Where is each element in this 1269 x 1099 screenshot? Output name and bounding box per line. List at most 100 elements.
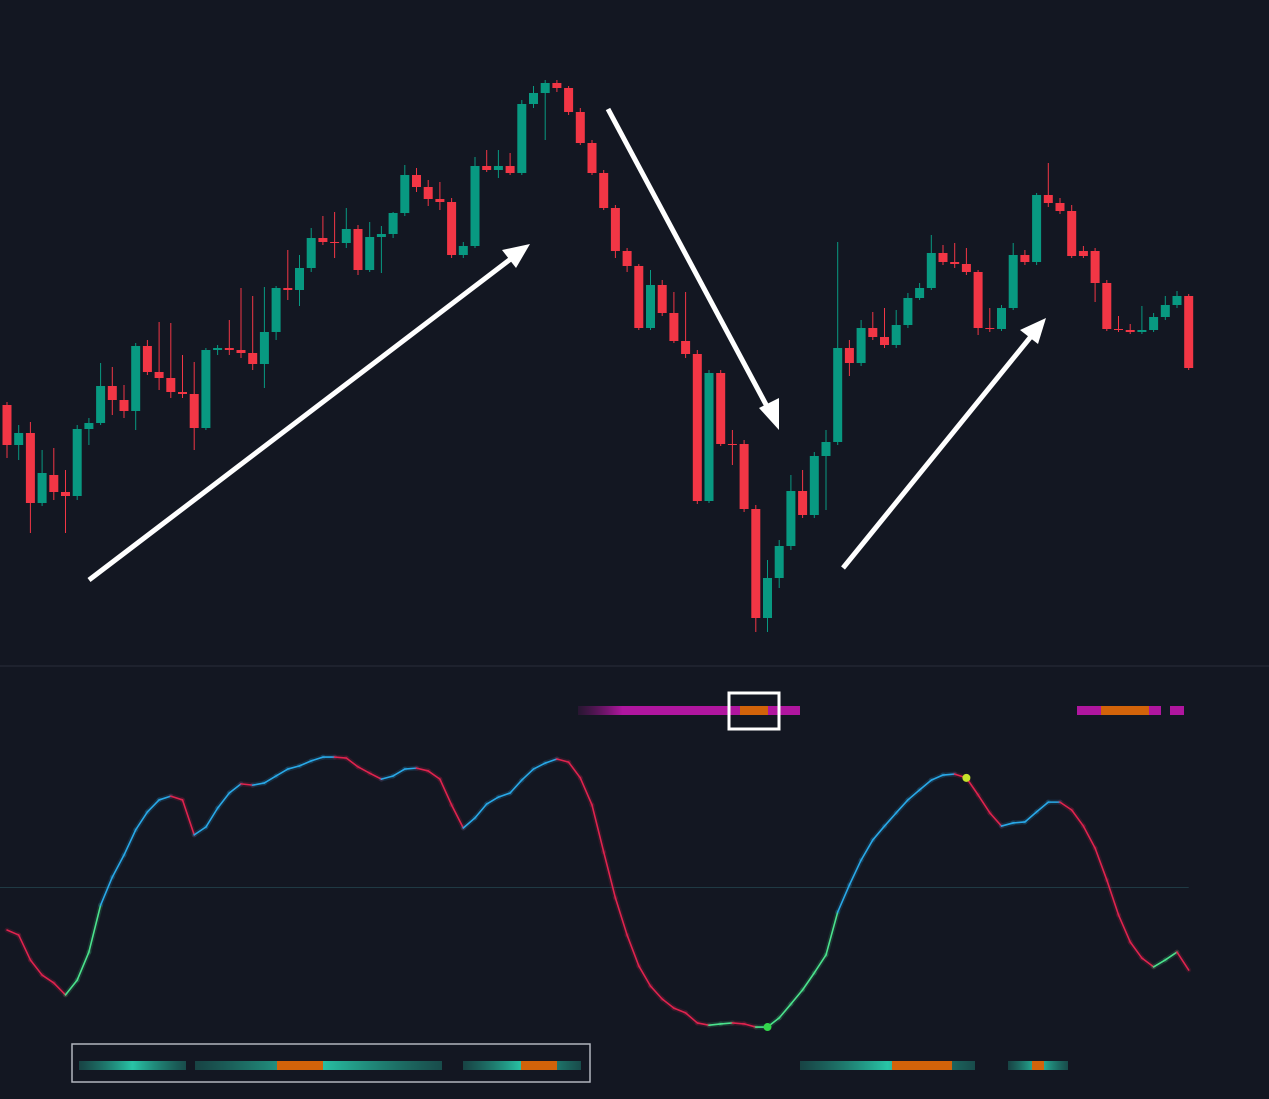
oscillator-segment xyxy=(439,778,453,806)
oscillator-segment xyxy=(205,807,219,828)
oscillator-segment xyxy=(731,1022,745,1025)
candle-body xyxy=(505,166,515,173)
oscillator-segment xyxy=(17,934,32,961)
oscillator-segment xyxy=(708,1023,722,1026)
oscillator-segment xyxy=(123,829,137,856)
candle-body xyxy=(2,405,12,445)
oscillator-segment xyxy=(333,756,348,759)
candle-body xyxy=(493,166,503,170)
oscillator-segment xyxy=(193,826,207,836)
oscillator-segment xyxy=(918,779,933,791)
oscillator-segment xyxy=(1106,879,1120,916)
candle-body xyxy=(798,491,808,515)
oscillator-segment xyxy=(1152,959,1167,968)
candle-body xyxy=(657,285,667,313)
oscillator-segment xyxy=(1035,801,1050,813)
candle-body xyxy=(856,328,866,363)
candle-body xyxy=(224,348,234,350)
oscillator-segment xyxy=(497,792,511,798)
arrow-head xyxy=(759,398,779,430)
candle-body xyxy=(84,423,94,429)
oscillator-segment xyxy=(626,934,640,967)
arrow-head xyxy=(1020,318,1046,344)
candle-body xyxy=(985,328,995,329)
oscillator-marker xyxy=(763,1023,772,1032)
candle-body xyxy=(599,173,609,208)
heat-strips xyxy=(71,691,1184,1083)
heat-strip xyxy=(740,706,768,715)
candle-body xyxy=(388,213,398,234)
oscillator-segment xyxy=(567,761,582,779)
candle-body xyxy=(423,187,433,199)
candle-body xyxy=(961,264,971,272)
oscillator-segment xyxy=(871,825,886,841)
candle-body xyxy=(763,578,772,618)
oscillator-segment xyxy=(462,817,476,829)
candle-body xyxy=(1090,251,1100,283)
oscillator-segment xyxy=(64,979,78,996)
oscillator-segment xyxy=(450,804,465,829)
arrow-head xyxy=(502,244,530,268)
oscillator-segment xyxy=(1012,821,1026,824)
candle-body xyxy=(295,268,304,290)
candle-body xyxy=(669,313,679,341)
oscillator-segment xyxy=(895,799,909,814)
candle-body xyxy=(447,202,457,255)
oscillator-segment xyxy=(6,929,20,936)
candle-body xyxy=(634,266,644,328)
oscillator-segment xyxy=(637,965,652,987)
arrow-up xyxy=(87,256,514,582)
oscillator-segment xyxy=(778,1003,792,1019)
oscillator-segment xyxy=(41,974,55,984)
candle-body xyxy=(306,238,316,268)
oscillator-segment xyxy=(743,1023,757,1028)
candle-body xyxy=(610,208,620,251)
oscillator-segment xyxy=(216,792,231,809)
oscillator-segment xyxy=(240,783,254,786)
candle-body xyxy=(142,346,152,372)
candle-body xyxy=(622,251,632,266)
oscillator-segment xyxy=(836,884,851,913)
candle-body xyxy=(880,337,889,345)
candle-body xyxy=(997,308,1006,329)
oscillator-segment xyxy=(298,760,313,767)
candle-body xyxy=(435,199,445,202)
candle-body xyxy=(1172,296,1182,305)
heat-strip xyxy=(800,1061,975,1070)
candle-body xyxy=(1114,329,1123,330)
oscillator-segment xyxy=(649,985,664,1000)
candle-body xyxy=(716,373,726,444)
candle-body xyxy=(400,175,410,213)
candle-body xyxy=(868,328,878,337)
arrow-down xyxy=(605,107,773,414)
oscillator-segment xyxy=(415,767,430,772)
candle-body xyxy=(178,392,187,394)
oscillator-segment xyxy=(181,799,195,836)
candle-body xyxy=(166,378,176,392)
oscillator-segment xyxy=(1024,811,1038,823)
candle-body xyxy=(1055,203,1065,211)
oscillator-segment xyxy=(930,774,944,781)
candle-body xyxy=(821,442,831,456)
candle-body xyxy=(119,400,129,411)
candle-body xyxy=(540,83,550,93)
candle-body xyxy=(201,350,211,428)
candle-body xyxy=(131,346,141,411)
candle-body xyxy=(973,272,983,328)
candle-body xyxy=(751,509,761,618)
oscillator-segment xyxy=(661,998,675,1009)
oscillator-segment xyxy=(719,1022,734,1025)
candle-body xyxy=(786,491,796,546)
candle-body xyxy=(353,229,363,270)
candle-body xyxy=(259,332,269,364)
oscillator-segment xyxy=(977,794,991,814)
oscillator-segment xyxy=(942,773,956,776)
oscillator-segment xyxy=(111,854,125,878)
oscillator-segment xyxy=(1070,809,1085,827)
oscillator-segment xyxy=(52,982,67,996)
heat-strip xyxy=(892,1061,952,1070)
oscillator-segment xyxy=(1141,957,1155,968)
oscillator-segment xyxy=(532,762,547,770)
oscillator-segment xyxy=(696,1022,710,1026)
